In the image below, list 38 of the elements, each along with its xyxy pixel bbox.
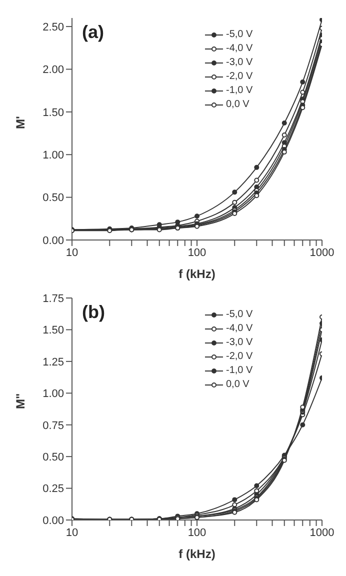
x-tick-label: 10 xyxy=(66,526,78,539)
y-tick-label: 0.50 xyxy=(42,192,64,204)
legend-label: -4,0 V xyxy=(226,322,253,336)
legend-label: 0,0 V xyxy=(226,98,250,112)
y-axis-title: M" xyxy=(13,393,28,409)
y-tick-label: 0.00 xyxy=(42,514,64,527)
y-tick-label: 1.00 xyxy=(42,388,64,400)
y-axis-title: M' xyxy=(13,116,28,129)
legend-label: -2,0 V xyxy=(226,70,253,84)
annotation: (a) xyxy=(82,22,104,43)
y-tick-label: 0.25 xyxy=(42,483,64,496)
legend-label: -5,0 V xyxy=(226,28,253,42)
legend-label: -4,0 V xyxy=(226,42,253,56)
legend-label: -2,0 V xyxy=(226,350,253,364)
x-tick-label: 100 xyxy=(188,246,206,259)
y-tick-label: 0.00 xyxy=(42,234,64,247)
x-axis-title: f (kHz) xyxy=(178,267,216,281)
legend-label: -5,0 V xyxy=(226,308,253,322)
x-tick-label: 1000 xyxy=(310,526,334,539)
x-tick-label: 100 xyxy=(188,526,206,539)
y-tick-label: 1.50 xyxy=(42,324,64,337)
y-tick-label: 1.50 xyxy=(42,106,64,119)
x-tick-label: 1000 xyxy=(310,246,334,259)
y-tick-label: 0.50 xyxy=(42,451,64,464)
x-axis-title: f (kHz) xyxy=(178,547,216,561)
annotation: (b) xyxy=(82,302,105,323)
y-tick-label: 2.00 xyxy=(42,64,64,76)
y-tick-label: 0.75 xyxy=(42,420,64,432)
legend-label: -1,0 V xyxy=(226,84,253,98)
x-tick-label: 10 xyxy=(66,246,78,259)
y-tick-label: 1.75 xyxy=(42,292,64,305)
legend-label: -3,0 V xyxy=(226,56,253,70)
y-tick-label: 1.00 xyxy=(42,150,64,162)
y-tick-label: 2.50 xyxy=(42,21,64,34)
y-tick-label: 1.25 xyxy=(42,356,64,368)
legend-label: -1,0 V xyxy=(226,364,253,378)
legend-label: -3,0 V xyxy=(226,336,253,350)
legend-label: 0,0 V xyxy=(226,378,250,392)
